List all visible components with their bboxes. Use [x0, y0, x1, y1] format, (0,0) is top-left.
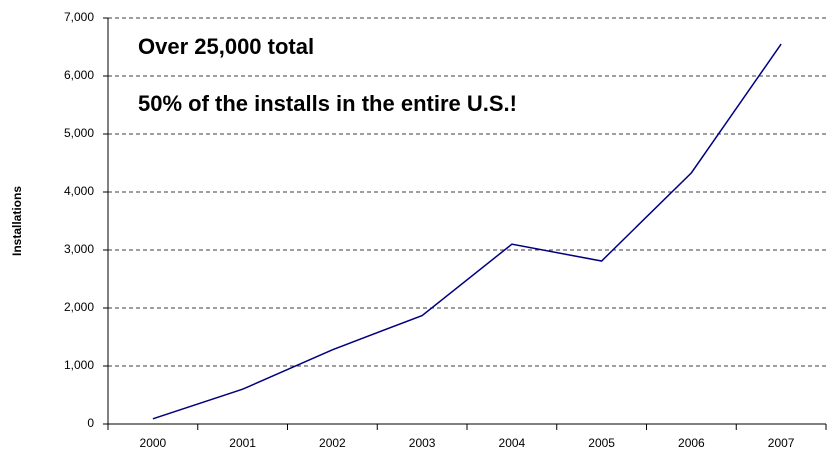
y-tick-label: 3,000 — [64, 242, 94, 256]
y-tick-label: 2,000 — [64, 300, 94, 314]
x-tick-label: 2004 — [499, 436, 526, 450]
y-tick-label: 7,000 — [64, 10, 94, 24]
x-tick-label: 2002 — [319, 436, 346, 450]
y-tick-label: 1,000 — [64, 358, 94, 372]
x-tick-label: 2006 — [678, 436, 705, 450]
x-tick-label: 2001 — [229, 436, 256, 450]
y-axis-label: Installations — [10, 186, 24, 256]
x-tick-label: 2000 — [140, 436, 167, 450]
y-tick-label: 6,000 — [64, 68, 94, 82]
line — [152, 43, 782, 420]
x-tick-label: 2007 — [768, 436, 795, 450]
x-tick-label: 2005 — [588, 436, 615, 450]
y-tick-label: 0 — [87, 416, 94, 430]
x-tick-label: 2003 — [409, 436, 436, 450]
annotation: 50% of the installs in the entire U.S.! — [138, 91, 517, 116]
annotation: Over 25,000 total — [138, 34, 314, 59]
y-tick-label: 4,000 — [64, 184, 94, 198]
y-tick-label: 5,000 — [64, 126, 94, 140]
